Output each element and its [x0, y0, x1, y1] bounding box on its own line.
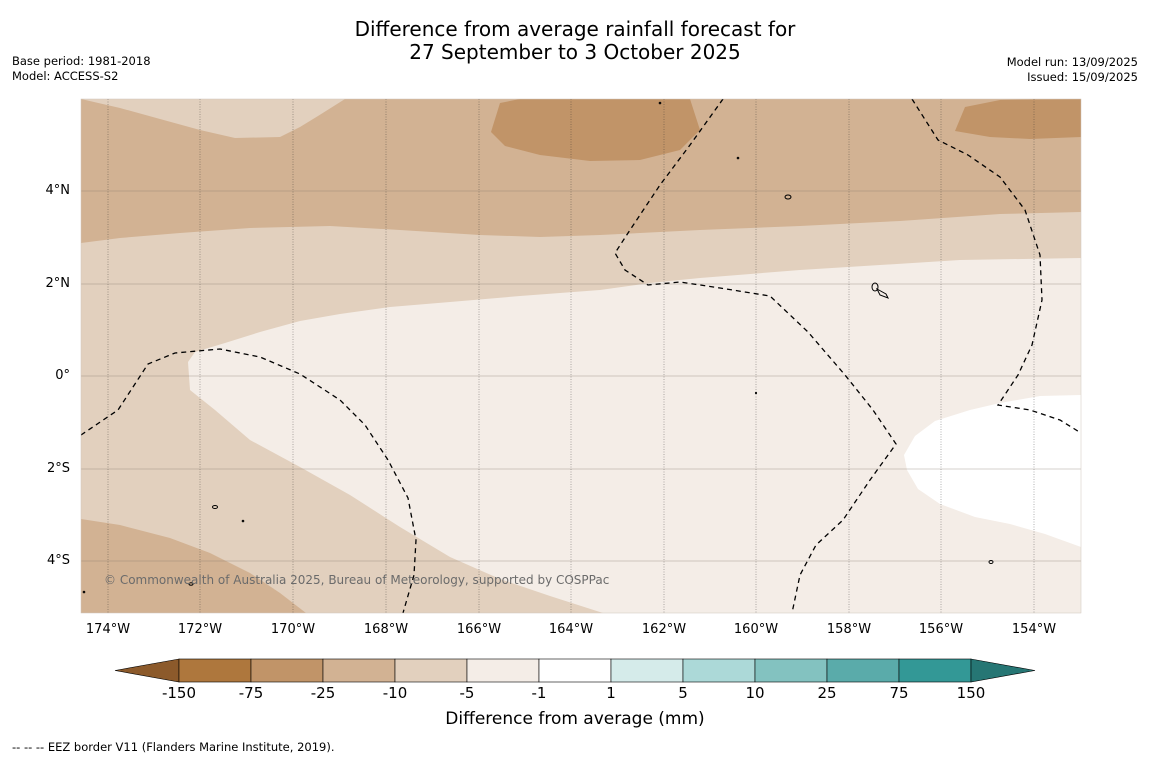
copyright-notice: © Commonwealth of Australia 2025, Bureau…	[104, 573, 610, 587]
eez-borders	[81, 99, 1081, 613]
colorbar-tick-label: -10	[382, 684, 408, 702]
colorbar-segment	[898, 658, 972, 683]
model-run-date: Model run: 13/09/2025	[1006, 55, 1138, 69]
lon-label-168w: 168°W	[363, 622, 409, 637]
colorbar-title: Difference from average (mm)	[445, 709, 705, 729]
eez-footnote: -- -- -- EEZ border V11 (Flanders Marine…	[12, 740, 335, 754]
colorbar-tick-label: -25	[310, 684, 336, 702]
colorbar-arrow-high	[970, 658, 1036, 683]
anomaly-patch-nw	[81, 99, 345, 138]
colorbar-tick-label: 75	[889, 684, 909, 702]
anomaly-patch-near-zero	[904, 395, 1081, 547]
lat-label-4s: 4°S	[46, 553, 70, 568]
latitude-lines	[81, 190, 1081, 562]
colorbar-tick-label: 150	[956, 684, 986, 702]
colorbar-segment	[250, 658, 324, 683]
islands	[82, 101, 994, 594]
map-title: Difference from average rainfall forecas…	[0, 18, 1150, 64]
lon-label-170w: 170°W	[270, 622, 316, 637]
colorbar-segment	[610, 658, 684, 683]
title-line-1: Difference from average rainfall forecas…	[354, 17, 796, 41]
issued-date: Issued: 15/09/2025	[1027, 70, 1138, 84]
colorbar-segment	[682, 658, 756, 683]
lon-label-154w: 154°W	[1011, 622, 1057, 637]
lon-label-172w: 172°W	[177, 622, 223, 637]
colorbar-tick-label: -5	[459, 684, 475, 702]
colorbar-tick-label: 1	[606, 684, 616, 702]
colorbar-tick-label: -75	[238, 684, 264, 702]
colorbar-segment	[394, 658, 468, 683]
lon-label-162w: 162°W	[641, 622, 687, 637]
colorbar-tick-label: -150	[161, 684, 197, 702]
map-plot-area	[81, 99, 1081, 613]
anomaly-patch-ne-dark	[955, 99, 1081, 139]
lon-label-158w: 158°W	[826, 622, 872, 637]
colorbar-tick-label: -1	[531, 684, 547, 702]
lon-label-166w: 166°W	[456, 622, 502, 637]
colorbar-segment	[466, 658, 540, 683]
meta-right: Model run: 13/09/2025 Issued: 15/09/2025	[1007, 55, 1138, 85]
lat-label-0: 0°	[55, 368, 70, 383]
anomaly-band-north-m25-m10	[81, 99, 1081, 243]
anomaly-band-m5-m1	[188, 258, 1081, 613]
title-line-2: 27 September to 3 October 2025	[409, 40, 741, 64]
lon-label-160w: 160°W	[733, 622, 779, 637]
map-frame	[80, 98, 1082, 614]
lon-label-156w: 156°W	[918, 622, 964, 637]
colorbar-segment	[322, 658, 396, 683]
meta-left: Base period: 1981-2018 Model: ACCESS-S2	[12, 54, 151, 84]
model-name: Model: ACCESS-S2	[12, 69, 119, 83]
anomaly-patch-north-dark	[491, 99, 700, 161]
graticule	[107, 99, 1035, 613]
base-period: Base period: 1981-2018	[12, 54, 151, 68]
colorbar-segment	[178, 658, 252, 683]
colorbar-segment	[826, 658, 900, 683]
lat-label-2n: 2°N	[45, 276, 71, 291]
colorbar-tick-label: 10	[745, 684, 765, 702]
colorbar-tick-label: 25	[817, 684, 837, 702]
colorbar-tick-label: 5	[678, 684, 688, 702]
lon-label-164w: 164°W	[548, 622, 594, 637]
colorbar-segment	[754, 658, 828, 683]
lon-label-174w: 174°W	[85, 622, 131, 637]
anomaly-band-sw-m25-m10	[81, 519, 306, 613]
lat-label-4n: 4°N	[45, 183, 71, 198]
colorbar-arrow-low	[114, 658, 180, 683]
colorbar-segment	[538, 658, 612, 683]
colorbar	[114, 658, 1036, 683]
lat-label-2s: 2°S	[46, 461, 70, 476]
